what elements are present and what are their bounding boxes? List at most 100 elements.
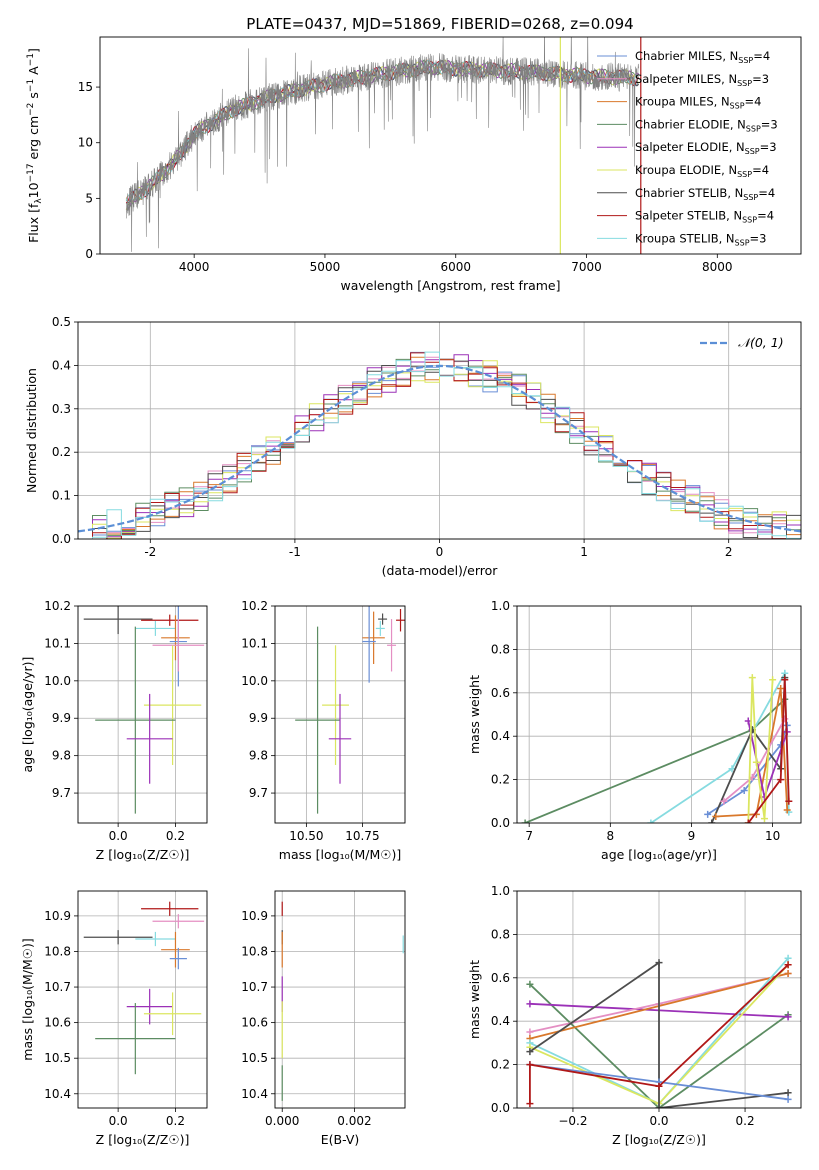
- axis-ticks: 0.000 0.002 10.4 10.5 10.6 10.7 10.8 10.9: [241, 909, 371, 1128]
- axis-ticks: -2 -1 0 1 2 0.0 0.1 0.2 0.3 0.4 0.5: [52, 315, 733, 559]
- y-tick-label: 0: [85, 247, 93, 261]
- legend-label-sub: SSP: [735, 238, 750, 247]
- y-axis-label-part: ]: [26, 48, 41, 53]
- weight-marker: [647, 819, 655, 823]
- weight-marker: [526, 1048, 534, 1056]
- weight-marker: [784, 969, 792, 977]
- x-axis-label: Z [log₁₀(Z/Z☉)]: [612, 1132, 706, 1147]
- axes-frame: [516, 605, 802, 824]
- y-tick-label: 10.6: [241, 1016, 268, 1030]
- weight-marker: [784, 961, 792, 969]
- legend-label: Salpeter ELODIE, NSSP=3: [635, 140, 777, 156]
- x-axis-label: age [log₁₀(age/yr)]: [601, 847, 717, 862]
- legend-label-n: =3: [752, 72, 769, 86]
- observed-spectrum-line: [125, 37, 639, 252]
- y-axis-label-part: A: [26, 66, 41, 79]
- y-tick-label: 15: [78, 80, 93, 94]
- weight-marker: [526, 1028, 534, 1036]
- legend-label: 𝒩(0, 1): [738, 335, 784, 350]
- y-tick-label: 0.8: [491, 927, 510, 941]
- y-tick-label: 10.4: [241, 1087, 268, 1101]
- axis-ticks: 7 8 9 10 0.0 0.2 0.4 0.6 0.8 1.0: [491, 599, 780, 843]
- x-tick-label: 1: [580, 545, 588, 559]
- legend-label-text: Salpeter ELODIE, N: [635, 140, 745, 154]
- plot-area: [125, 37, 642, 254]
- legend-label-sub: SSP: [745, 147, 760, 156]
- y-tick-label: 10.0: [241, 674, 268, 688]
- weight-marker: [712, 812, 720, 820]
- legend-label-n: =4: [757, 209, 774, 223]
- y-axis-label-part: −1: [26, 53, 36, 66]
- y-axis-label: mass weight: [467, 960, 482, 1039]
- x-tick-label: -2: [144, 545, 156, 559]
- x-axis-label: wavelength [Angstrom, rest frame]: [340, 278, 560, 293]
- legend-label-sub: SSP: [746, 124, 761, 133]
- legend-label: Salpeter MILES, NSSP=3: [635, 72, 769, 88]
- axes-frame: [99, 36, 802, 255]
- x-tick-label: 6000: [440, 260, 471, 274]
- figure-title: PLATE=0437, MJD=51869, FIBERID=0268, z=0…: [246, 15, 633, 33]
- weight-marker: [744, 819, 752, 823]
- y-tick-label: 0.4: [52, 358, 71, 372]
- x-tick-label: 8000: [702, 260, 733, 274]
- weight-marker: [740, 786, 748, 794]
- legend-label-n: =3: [760, 140, 777, 154]
- weight-line: [747, 677, 774, 823]
- y-tick-label: 0.5: [52, 315, 71, 329]
- y-axis-label-part: erg cm: [26, 116, 41, 164]
- legend-label: Chabrier STELIB, NSSP=4: [635, 186, 775, 202]
- y-tick-label: 0.8: [491, 642, 510, 656]
- legend-label-text: Salpeter MILES, N: [635, 72, 737, 86]
- plot-area: [521, 669, 793, 823]
- x-tick-label: 0.0: [109, 829, 128, 843]
- weight-marker: [521, 819, 529, 823]
- weight-marker: [781, 676, 789, 684]
- x-tick-label: 8: [606, 829, 614, 843]
- y-axis-label: mass weight: [467, 675, 482, 754]
- weight-marker: [760, 815, 768, 823]
- weight-marker: [655, 1104, 663, 1108]
- y-axis-label-part: s: [26, 92, 41, 103]
- mass-vs-z-panel: 0.0 0.2 10.4 10.5 10.6 10.7 10.8 10.9 Z [log₁₀(Z…: [20, 890, 208, 1147]
- y-axis-label: Flux [fλ10−17 erg cm−2 s−1 A−1]: [26, 48, 44, 243]
- y-axis-label: Normed distribution: [24, 368, 39, 493]
- weight-marker: [526, 980, 534, 988]
- y-tick-label: 10.6: [44, 1016, 71, 1030]
- y-tick-label: 10.7: [241, 980, 268, 994]
- x-tick-label: 0.000: [265, 1114, 299, 1128]
- x-tick-label: 0.2: [166, 1114, 185, 1128]
- x-tick-label: -1: [289, 545, 301, 559]
- age-vs-z-panel: 0.0 0.2 9.7 9.8 9.9 10.0 10.1 10.2 Z [log₁₀(Z/Z☉…: [20, 599, 208, 862]
- axis-ticks: 10.50 10.75 9.7 9.8 9.9 10.0 10.1 10.2: [241, 599, 379, 843]
- y-tick-label: 10.2: [241, 599, 268, 613]
- weight-marker: [655, 959, 663, 967]
- legend-label-sub: SSP: [742, 216, 757, 225]
- x-axis-label: mass [log₁₀(M/M☉)]: [279, 847, 401, 862]
- y-tick-label: 10.4: [44, 1087, 71, 1101]
- x-tick-label: 0: [436, 545, 444, 559]
- weight-marker: [784, 954, 792, 962]
- axis-ticks: 0.0 0.2 9.7 9.8 9.9 10.0 10.1 10.2: [44, 599, 185, 843]
- y-tick-label: 10.2: [44, 599, 71, 613]
- y-tick-label: 10.8: [241, 944, 268, 958]
- y-tick-label: 0.0: [52, 532, 71, 546]
- weight-marker: [526, 1061, 534, 1069]
- legend-label-sub: SSP: [738, 56, 753, 65]
- legend-label-text: Chabrier STELIB, N: [635, 186, 743, 200]
- weight-line: [529, 964, 789, 1104]
- weight-marker: [777, 684, 785, 692]
- x-tick-label: 0.0: [109, 1114, 128, 1128]
- y-tick-label: 0.0: [491, 816, 510, 830]
- weight-marker: [777, 776, 785, 784]
- legend-label-n: =3: [761, 117, 778, 131]
- residuals-panel: -2 -1 0 1 2 0.0 0.1 0.2 0.3 0.4 0.5 (data-model)/er…: [24, 315, 802, 578]
- legend-label-sub: SSP: [743, 193, 758, 202]
- mass-vs-ebv-panel: 0.000 0.002 10.4 10.5 10.6 10.7 10.8 10.9 E(B-V): [241, 890, 406, 1147]
- y-tick-label: 10.8: [44, 944, 71, 958]
- x-axis-label: Z [log₁₀(Z/Z☉)]: [96, 847, 190, 862]
- x-tick-label: 4000: [179, 260, 210, 274]
- plot-area: [526, 954, 792, 1108]
- weight-line: [529, 983, 789, 1108]
- weight-marker: [784, 1089, 792, 1097]
- y-tick-label: 9.8: [52, 749, 71, 763]
